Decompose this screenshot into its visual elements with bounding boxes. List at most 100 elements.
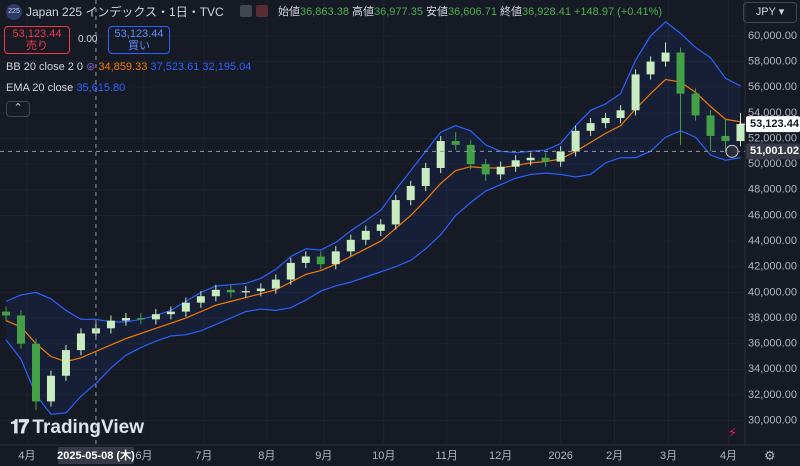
candle-body [331,251,340,265]
x-tick-label: 8月 [258,450,275,462]
x-tick-label: 12月 [489,450,512,462]
ohlc-label: 高値 [352,6,374,18]
x-tick-label: 11月 [435,450,457,462]
ohlc-value: 36,977.35 [374,6,423,18]
candle-body [706,115,715,136]
candle-body [151,314,160,320]
buy-label: 買い [128,40,150,52]
ohlc-value: 36,606.71 [448,6,497,18]
ohlc-value: 36,928.41 [522,6,571,18]
x-tick-label: 7月 [195,450,212,462]
indicator-name: BB 20 close 2 0 [6,61,84,73]
y-tick-label: 60,000.00 [748,30,797,42]
spread: 0.00 [78,34,98,45]
crosshair-x-label: 2025-05-08 (木) [57,448,135,462]
candle-body [511,160,520,167]
y-tick-label: 44,000.00 [748,235,797,247]
candle-body [586,123,595,131]
candle-body [136,318,145,320]
x-tick-label: 6月 [135,450,152,462]
candle-body [631,74,640,111]
last-price-label: 53,123.44 [750,118,800,130]
indicator-legend[interactable]: EMA 20 close 35,615.80 [6,81,125,95]
candle-body [196,296,205,303]
y-tick-label: 48,000.00 [748,184,797,196]
x-tick-label: 4月 [720,450,737,462]
symbol-badge[interactable]: 225 [6,4,22,20]
y-tick-label: 54,000.00 [748,107,797,119]
candle-body [46,375,55,402]
candle-body [721,135,730,142]
candle-body [436,141,445,168]
candle-body [166,311,175,315]
collapse-button[interactable]: ⌃ [6,101,30,117]
x-tick-label: 3月 [660,450,677,462]
icon[interactable] [256,5,268,17]
ema-line [5,78,741,363]
indicator-name: EMA 20 close [6,82,74,94]
y-tick-label: 42,000.00 [748,261,797,273]
candle-body [451,141,460,145]
candle-body [496,166,505,175]
candle-body [376,224,385,231]
sell-label: 売り [26,40,48,52]
indicator-value: 34,859.33 [98,61,148,73]
y-tick-label: 56,000.00 [748,81,797,93]
icon[interactable]: ⚡ [728,425,738,440]
ohlc-label: 始値 [278,6,300,18]
y-tick-label: 46,000.00 [748,209,797,221]
candle-body [481,164,490,175]
candle-body [541,157,550,162]
crosshair-x-box [57,447,134,464]
x-tick-label: 10月 [372,450,395,462]
bb-lower-line [5,130,741,415]
candle-body [121,318,130,321]
sell-button[interactable]: 53,123.44 売り [4,26,70,54]
logo[interactable]: 𝟏𝟕 TradingView [10,417,144,438]
candle-body [571,130,580,152]
candle-body [211,289,220,297]
candle-body [676,52,685,94]
add-button [725,144,739,158]
y-tick-label: 52,000.00 [748,132,797,144]
crosshair-y-box [746,143,800,160]
x-tick-label: 9月 [315,450,332,462]
candle-body [466,144,475,165]
buy-button[interactable]: 53,123.44 買い [108,26,170,54]
indicator-value: 37,523.61 [150,61,200,73]
ohlc-value: 36,863.38 [300,6,349,18]
candle-body [16,315,25,344]
y-tick-label: 32,000.00 [748,389,797,401]
x-tick-label: 2月 [606,450,623,462]
ohlc: 始値36,863.38 高値36,977.35 安値36,606.71 終値36… [278,5,662,19]
candle-body [61,350,70,376]
symbol-title[interactable]: Japan 225 インデックス・1日・TVC [26,5,224,19]
axis-panel [745,0,800,466]
candle-body [316,256,325,265]
candle-body [226,289,235,293]
candle-body [556,151,565,162]
candle-body [106,320,115,329]
indicator-value: 35,615.80 [76,82,126,94]
icon[interactable] [240,5,252,17]
currency-button[interactable]: JPY ▾ [743,2,797,23]
candle-body [616,110,625,118]
indicator-legend[interactable]: BB 20 close 2 0 ⊛ 34,859.33 37,523.61 32… [6,61,252,73]
candle-body [646,61,655,75]
candle-body [661,52,670,62]
candle-body [286,262,295,280]
candle-body [76,333,85,351]
candle-body [241,291,250,293]
ohlc-label: 終値 [500,6,522,18]
candle-body [301,256,310,263]
candle-body [601,117,610,124]
indicator-value: 32,195.04 [202,61,252,73]
candle-body [31,343,40,402]
ohlc-label: 安値 [426,6,448,18]
candle-body [406,185,415,201]
y-tick-label: 36,000.00 [748,338,797,350]
settings-icon[interactable]: ⚙ [764,448,776,463]
y-tick-label: 30,000.00 [748,415,797,427]
